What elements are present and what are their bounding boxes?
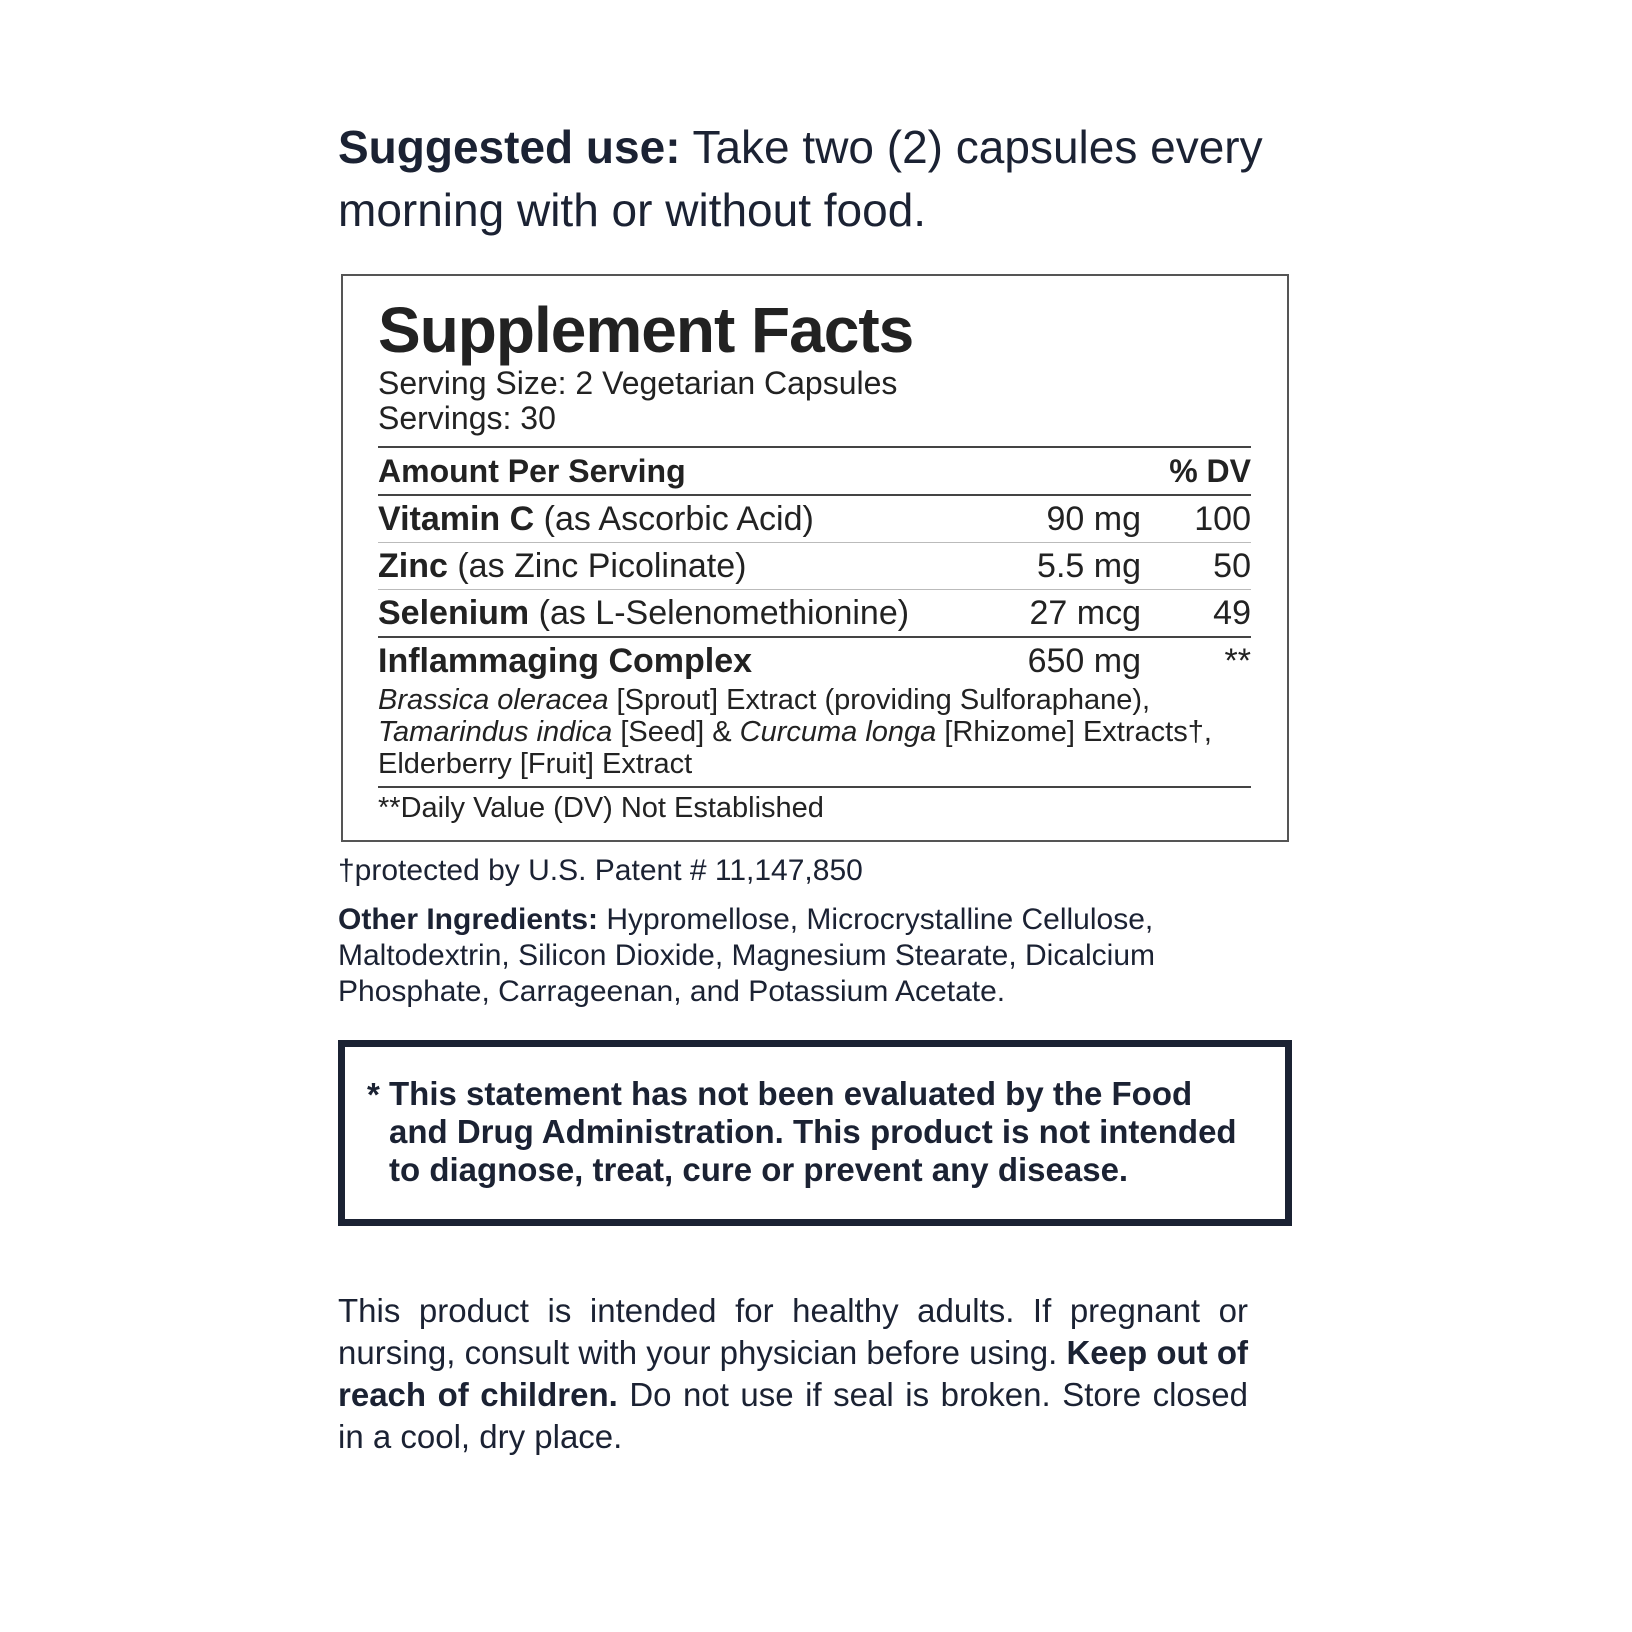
ingredient-text: Elderberry [Fruit] Extract [378, 748, 693, 780]
amount-per-serving: Amount Per Serving [378, 453, 686, 489]
ingredient-latin: Curcuma longa [739, 716, 937, 748]
nutrient-dv: 49 [1213, 594, 1251, 632]
nutrient-row: Vitamin C (as Ascorbic Acid) 90 mg 100 [378, 496, 1251, 542]
other-ingredients-label: Other Ingredients: [338, 903, 599, 936]
ingredient-text: [Sprout] Extract (providing Sulforaphane… [608, 684, 1151, 716]
nutrient-row: Zinc (as Zinc Picolinate) 5.5 mg 50 [378, 543, 1251, 589]
divider [378, 446, 1251, 448]
nutrient-detail: (as Zinc Picolinate) [447, 547, 747, 585]
nutrient-row: Selenium (as L-Selenomethionine) 27 mcg … [378, 590, 1251, 636]
nutrient-name: Inflammaging Complex [378, 642, 753, 680]
warning-text: This product is intended for healthy adu… [338, 1290, 1248, 1458]
divider [378, 494, 1251, 496]
suggested-use-text: Take two (2) capsules every morning with… [338, 121, 1263, 236]
nutrient-name: Zinc [378, 547, 448, 585]
ingredient-latin: Brassica oleracea [378, 684, 609, 716]
ingredient-text: [Rhizome] Extracts†, [936, 716, 1212, 748]
warning-part: Do not use if seal is broken. Store clos… [338, 1376, 1248, 1455]
dv-footnote: **Daily Value (DV) Not Established [378, 792, 824, 824]
facts-title: Supplement Facts [378, 294, 914, 366]
other-ingredients: Other Ingredients: Hypromellose, Microcr… [338, 902, 1298, 1010]
ingredient-text: [Seed] & [612, 716, 740, 748]
nutrient-amount: 5.5 mg [1037, 547, 1141, 585]
supplement-facts-panel: Supplement Facts Serving Size: 2 Vegetar… [341, 274, 1289, 842]
dv-header: % DV [1169, 453, 1251, 489]
nutrient-name: Vitamin C [378, 500, 535, 538]
divider [378, 542, 1251, 543]
divider [378, 636, 1251, 638]
divider [378, 589, 1251, 590]
nutrient-detail: (as Ascorbic Acid) [534, 500, 814, 538]
servings: Servings: 30 [378, 400, 556, 436]
suggested-use: Suggested use: Take two (2) capsules eve… [338, 116, 1298, 242]
nutrient-dv: 100 [1194, 500, 1251, 538]
nutrient-name: Selenium [378, 594, 530, 632]
header-row: Amount Per Serving % DV [378, 448, 1251, 494]
patent-note: †protected by U.S. Patent # 11,147,850 [338, 854, 863, 887]
warning-bold: Keep out of reach of children. [338, 1334, 1248, 1413]
nutrient-dv: ** [1224, 642, 1251, 680]
nutrient-row: Inflammaging Complex 650 mg ** [378, 638, 1251, 684]
label-content: Suggested use: Take two (2) capsules eve… [338, 116, 1292, 1458]
nutrient-amount: 90 mg [1046, 500, 1142, 538]
suggested-use-label: Suggested use: [338, 121, 681, 173]
serving-size: Serving Size: 2 Vegetarian Capsules [378, 365, 898, 401]
ingredient-latin: Tamarindus indica [378, 716, 613, 748]
fda-disclaimer: This statement has not been evaluated by… [389, 1075, 1237, 1188]
warning-part: This product is intended for healthy adu… [338, 1292, 1248, 1371]
nutrient-detail: (as L-Selenomethionine) [529, 594, 910, 632]
fda-disclaimer-box: * This statement has not been evaluated … [338, 1040, 1292, 1226]
nutrient-dv: 50 [1213, 547, 1251, 585]
other-ingredients-text: Hypromellose, Microcrystalline Cellulose… [338, 903, 1156, 1008]
nutrient-amount: 650 mg [1027, 642, 1141, 680]
divider [378, 786, 1251, 788]
asterisk: * [367, 1076, 380, 1113]
nutrient-amount: 27 mcg [1029, 594, 1142, 632]
serving-info: Serving Size: 2 Vegetarian Capsules Serv… [378, 366, 1251, 436]
complex-ingredients: Brassica oleracea [Sprout] Extract (prov… [378, 684, 1251, 786]
